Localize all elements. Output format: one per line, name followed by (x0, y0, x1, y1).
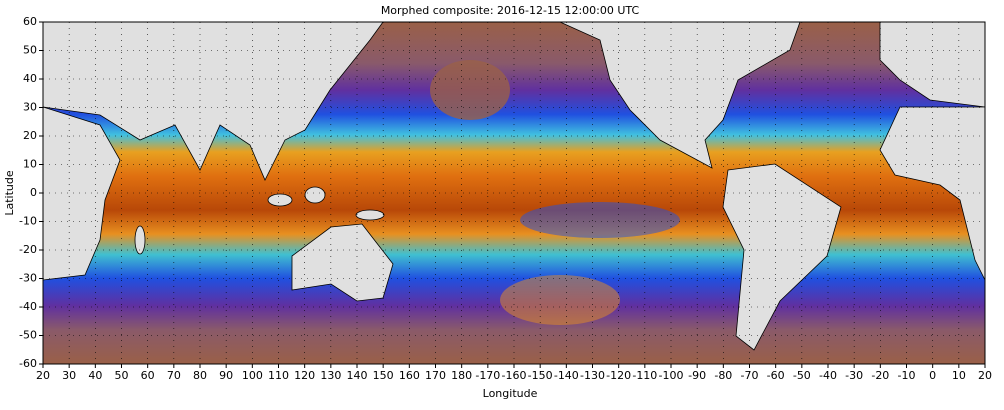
y-tick-label: -60 (19, 357, 37, 370)
x-tick-label: 180 (451, 369, 472, 382)
x-tick-label: 170 (425, 369, 446, 382)
x-tick-label: 90 (219, 369, 233, 382)
x-tick-label: -150 (528, 369, 553, 382)
x-tick-label: 110 (268, 369, 289, 382)
x-tick-label: 60 (141, 369, 155, 382)
x-tick-label: 70 (167, 369, 181, 382)
x-tick-label: 100 (242, 369, 263, 382)
x-tick-label: 80 (193, 369, 207, 382)
x-tick-label: 30 (62, 369, 76, 382)
x-tick-label: -40 (819, 369, 837, 382)
x-tick-label: -70 (741, 369, 759, 382)
x-tick-label: -100 (659, 369, 684, 382)
x-tick-label: 150 (373, 369, 394, 382)
x-tick-label: 160 (399, 369, 420, 382)
x-tick-label: 0 (929, 369, 936, 382)
y-tick-label: 50 (23, 44, 37, 57)
y-tick-label: 0 (30, 186, 37, 199)
y-tick-label: 60 (23, 15, 37, 28)
x-tick-label: -120 (606, 369, 631, 382)
x-tick-label: -80 (714, 369, 732, 382)
x-tick-label: -130 (580, 369, 605, 382)
x-tick-label: -90 (688, 369, 706, 382)
y-tick-label: -10 (19, 215, 37, 228)
chart-title: Morphed composite: 2016-12-15 12:00:00 U… (381, 4, 640, 17)
map-image (43, 22, 985, 364)
x-tick-label: 120 (294, 369, 315, 382)
x-tick-label: -20 (871, 369, 889, 382)
x-tick-label: 20 (36, 369, 50, 382)
y-axis-label: Latitude (3, 170, 16, 216)
y-tick-label: 10 (23, 158, 37, 171)
y-tick-label: 20 (23, 129, 37, 142)
x-axis-label: Longitude (483, 387, 538, 400)
x-tick-label: 10 (952, 369, 966, 382)
x-tick-label: -10 (898, 369, 916, 382)
y-tick-label: -20 (19, 243, 37, 256)
x-tick-label: -50 (793, 369, 811, 382)
y-tick-label: 40 (23, 72, 37, 85)
x-tick-label: -110 (632, 369, 657, 382)
x-tick-label: 130 (320, 369, 341, 382)
x-tick-label: 20 (978, 369, 992, 382)
x-tick-label: 40 (88, 369, 102, 382)
y-tick-label: 30 (23, 101, 37, 114)
y-tick-label: -40 (19, 300, 37, 313)
x-tick-label: -170 (475, 369, 500, 382)
y-tick-label: -50 (19, 329, 37, 342)
x-tick-label: 50 (115, 369, 129, 382)
x-tick-label: -160 (502, 369, 527, 382)
x-tick-label: -60 (767, 369, 785, 382)
x-tick-label: -140 (554, 369, 579, 382)
x-tick-label: -30 (845, 369, 863, 382)
x-tick-label: 140 (347, 369, 368, 382)
y-tick-label: -30 (19, 272, 37, 285)
